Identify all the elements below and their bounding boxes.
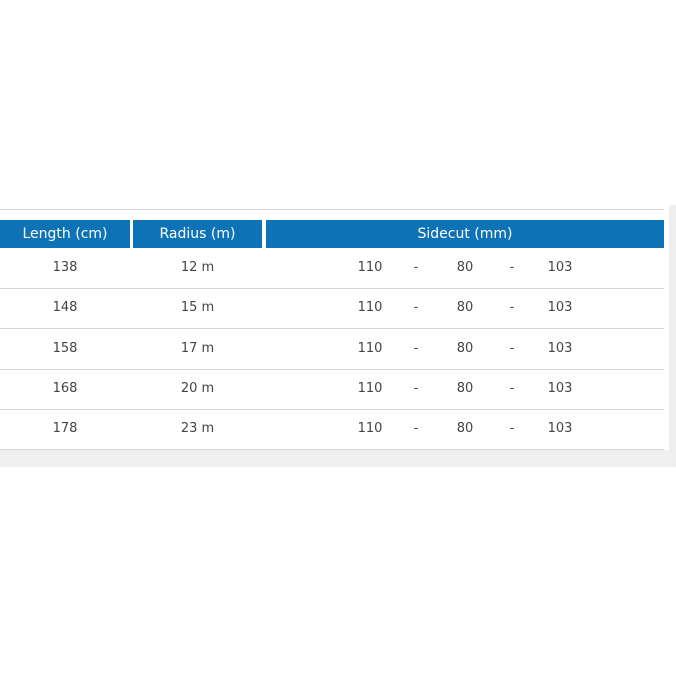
table-top-divider: [0, 209, 664, 210]
cell-length: 138: [52, 260, 78, 275]
cell-sep1: -: [413, 260, 419, 275]
cell-sep1: -: [413, 300, 419, 316]
cell-sep2: -: [509, 380, 515, 396]
table-row: 158 17 m 110 - 80 - 103: [0, 329, 664, 370]
cell-radius: 12 m: [180, 260, 215, 275]
cell-sep2: -: [509, 340, 515, 356]
cell-waist: 80: [456, 340, 474, 356]
table-row: 178 23 m 110 - 80 - 103: [0, 409, 664, 450]
cell-length: 158: [52, 340, 78, 356]
header-sidecut: Sidecut (mm): [266, 220, 664, 248]
cell-tail: 103: [547, 380, 573, 396]
cell-sep1: -: [413, 380, 419, 396]
header-length: Length (cm): [0, 220, 130, 248]
table-row: 168 20 m 110 - 80 - 103: [0, 369, 664, 410]
cell-sep1: -: [413, 340, 419, 356]
cell-radius: 23 m: [180, 421, 215, 436]
cell-tip: 110: [357, 380, 383, 396]
cell-length: 148: [52, 300, 78, 316]
cell-length: 168: [52, 380, 78, 396]
cell-sep1: -: [413, 421, 419, 436]
table-row: 138 12 m 110 - 80 - 103: [0, 248, 664, 289]
cell-waist: 80: [456, 260, 474, 275]
cell-waist: 80: [456, 421, 474, 436]
cell-tip: 110: [357, 300, 383, 316]
cell-tip: 110: [357, 260, 383, 275]
cell-tip: 110: [357, 340, 383, 356]
cell-tail: 103: [547, 421, 573, 436]
cell-tip: 110: [357, 421, 383, 436]
cell-tail: 103: [547, 260, 573, 275]
header-radius: Radius (m): [133, 220, 262, 248]
scrollbar-track[interactable]: [669, 205, 676, 467]
cell-sep2: -: [509, 300, 515, 316]
cell-sep2: -: [509, 260, 515, 275]
cell-radius: 20 m: [180, 380, 215, 396]
table-row: 148 15 m 110 - 80 - 103: [0, 288, 664, 330]
cell-length: 178: [52, 421, 78, 436]
cell-radius: 15 m: [180, 300, 215, 316]
cell-sep2: -: [509, 421, 515, 436]
cell-radius: 17 m: [180, 340, 215, 356]
cell-waist: 80: [456, 300, 474, 316]
cell-tail: 103: [547, 340, 573, 356]
cell-tail: 103: [547, 300, 573, 316]
cell-waist: 80: [456, 380, 474, 396]
table-footer-band: [0, 450, 669, 467]
